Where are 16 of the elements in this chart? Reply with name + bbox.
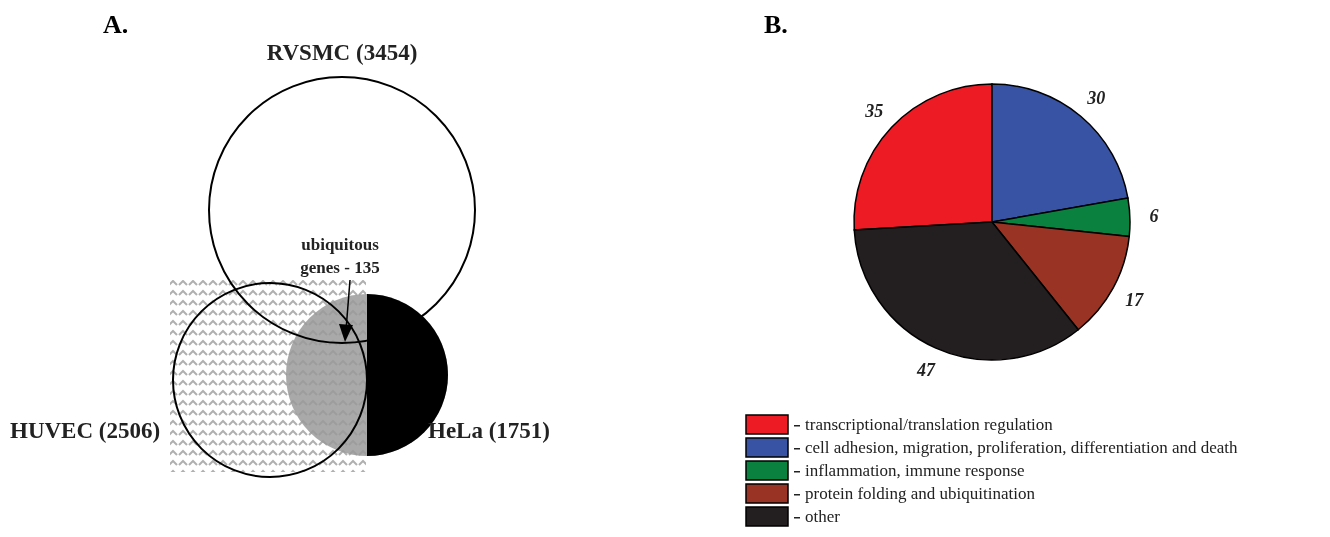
data-label: 30 xyxy=(1086,87,1106,108)
legend-label: other xyxy=(793,506,840,527)
text: A. xyxy=(103,10,129,40)
legend-label: inflammation, immune response xyxy=(793,460,1025,481)
legend-label: protein folding and ubiquitination xyxy=(793,483,1035,504)
legend-label: cell adhesion, migration, proliferation, differentiation and death xyxy=(793,437,1238,458)
data-label: 17 xyxy=(1125,289,1145,310)
data-label: 47 xyxy=(916,359,937,380)
category-label: HeLa (1751) xyxy=(428,418,551,444)
text: ubiquitous genes - 135 xyxy=(299,234,381,279)
category-label: RVSMC (3454) xyxy=(265,40,419,66)
data-label: 6 xyxy=(1149,206,1159,227)
chart-title: B. xyxy=(764,10,788,40)
data-label: 35 xyxy=(864,100,884,121)
legend-label: transcriptional/translation regulation xyxy=(793,414,1053,435)
category-label: HUVEC (2506) xyxy=(10,418,161,444)
